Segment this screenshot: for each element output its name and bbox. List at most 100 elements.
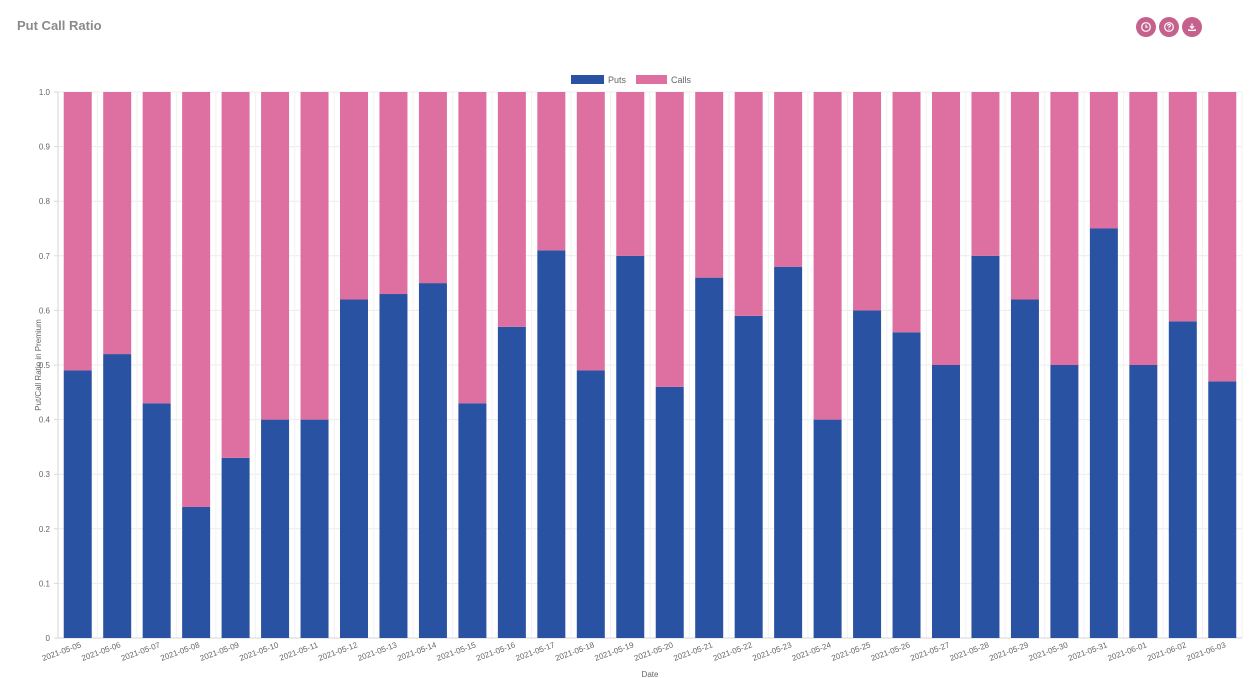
x-tick-label: 2021-05-09 xyxy=(199,640,241,663)
download-button[interactable] xyxy=(1182,17,1202,37)
bar-calls-2021-05-25 xyxy=(853,92,882,311)
y-tick-label: 0.3 xyxy=(39,470,51,479)
bar-puts-2021-05-24 xyxy=(813,419,842,638)
x-tick-label: 2021-05-20 xyxy=(633,640,675,663)
x-tick-label: 2021-05-24 xyxy=(791,640,833,663)
bar-calls-2021-06-01 xyxy=(1129,92,1158,365)
bar-calls-2021-05-15 xyxy=(458,92,487,404)
bar-calls-2021-05-08 xyxy=(182,92,211,507)
bar-calls-2021-05-12 xyxy=(340,92,368,300)
legend-label-calls: Calls xyxy=(671,75,692,85)
x-tick-label: 2021-05-14 xyxy=(396,640,438,663)
bar-puts-2021-05-10 xyxy=(261,419,290,638)
x-tick-label: 2021-05-27 xyxy=(909,640,951,663)
x-tick-label: 2021-05-22 xyxy=(712,640,754,663)
bar-puts-2021-05-20 xyxy=(655,386,684,638)
page-title: Put Call Ratio xyxy=(17,18,102,33)
bar-puts-2021-05-15 xyxy=(458,403,487,638)
bar-puts-2021-05-23 xyxy=(774,266,803,638)
y-axis-title: Put/Call Ratio in Premium xyxy=(34,319,43,411)
x-tick-label: 2021-06-03 xyxy=(1185,640,1227,663)
bar-puts-2021-05-29 xyxy=(1010,299,1039,638)
y-tick-label: 0.2 xyxy=(39,525,51,534)
y-tick-label: 0.8 xyxy=(39,197,51,206)
bar-calls-2021-05-18 xyxy=(576,92,605,371)
y-tick-label: 0 xyxy=(46,634,51,643)
x-tick-label: 2021-05-17 xyxy=(514,640,556,663)
clock-icon xyxy=(1141,22,1151,32)
x-tick-label: 2021-05-30 xyxy=(1028,640,1070,663)
bar-puts-2021-06-01 xyxy=(1129,365,1158,638)
bar-calls-2021-05-30 xyxy=(1050,92,1079,365)
bar-calls-2021-05-19 xyxy=(616,92,645,256)
bar-puts-2021-05-21 xyxy=(695,277,724,638)
bar-calls-2021-06-03 xyxy=(1208,92,1237,382)
x-tick-label: 2021-05-05 xyxy=(41,640,83,663)
y-tick-label: 0.9 xyxy=(39,143,51,152)
bar-puts-2021-05-07 xyxy=(142,403,171,638)
x-tick-label: 2021-05-12 xyxy=(317,640,359,663)
bar-calls-2021-05-26 xyxy=(892,92,921,333)
x-tick-label: 2021-05-31 xyxy=(1067,640,1109,663)
bar-puts-2021-05-17 xyxy=(537,250,566,638)
x-tick-label: 2021-05-11 xyxy=(278,640,319,662)
bar-puts-2021-05-31 xyxy=(1089,228,1118,638)
bar-calls-2021-05-13 xyxy=(379,92,408,295)
x-tick-label: 2021-05-13 xyxy=(357,640,399,663)
bar-puts-2021-05-05 xyxy=(63,370,92,638)
x-tick-label: 2021-05-25 xyxy=(830,640,872,663)
bar-calls-2021-05-07 xyxy=(142,92,171,404)
bar-calls-2021-05-06 xyxy=(103,92,132,355)
x-tick-label: 2021-05-28 xyxy=(949,640,991,663)
bar-calls-2021-05-10 xyxy=(261,92,290,420)
x-axis-title: Date xyxy=(642,670,659,678)
bar-puts-2021-05-08 xyxy=(182,506,211,638)
bar-puts-2021-05-30 xyxy=(1050,365,1079,638)
legend-swatch-puts xyxy=(571,75,604,84)
bar-puts-2021-05-27 xyxy=(932,365,960,638)
legend-swatch-calls xyxy=(636,75,667,84)
bar-puts-2021-05-13 xyxy=(379,294,408,638)
bar-calls-2021-06-02 xyxy=(1168,92,1197,322)
bar-calls-2021-05-20 xyxy=(655,92,684,387)
y-tick-label: 0.4 xyxy=(39,416,51,425)
bar-calls-2021-05-17 xyxy=(537,92,566,251)
x-tick-label: 2021-06-02 xyxy=(1146,640,1188,663)
bar-puts-2021-06-03 xyxy=(1208,381,1237,638)
bar-calls-2021-05-09 xyxy=(221,92,250,458)
bar-puts-2021-06-02 xyxy=(1168,321,1197,638)
bar-puts-2021-05-11 xyxy=(300,419,329,638)
x-tick-label: 2021-05-26 xyxy=(870,640,912,663)
help-button[interactable] xyxy=(1159,17,1179,37)
bar-puts-2021-05-06 xyxy=(103,354,132,638)
bar-puts-2021-05-18 xyxy=(576,370,605,638)
y-tick-label: 1.0 xyxy=(39,88,51,97)
bar-puts-2021-05-12 xyxy=(340,299,368,638)
bar-calls-2021-05-28 xyxy=(971,92,1000,256)
bar-puts-2021-05-19 xyxy=(616,255,645,639)
bar-calls-2021-05-24 xyxy=(813,92,842,420)
download-icon xyxy=(1188,23,1196,31)
bar-calls-2021-05-14 xyxy=(418,92,447,284)
x-tick-label: 2021-05-19 xyxy=(593,640,635,663)
bar-calls-2021-05-22 xyxy=(734,92,763,316)
help-icon xyxy=(1164,22,1174,32)
x-tick-label: 2021-05-16 xyxy=(475,640,517,663)
bar-calls-2021-05-29 xyxy=(1010,92,1039,300)
bar-calls-2021-05-23 xyxy=(774,92,803,267)
y-tick-label: 0.5 xyxy=(39,361,51,370)
bar-puts-2021-05-14 xyxy=(418,283,447,638)
bar-puts-2021-05-16 xyxy=(497,326,526,638)
bar-puts-2021-05-26 xyxy=(892,332,921,638)
x-tick-label: 2021-05-29 xyxy=(988,640,1030,663)
x-tick-label: 2021-05-07 xyxy=(120,640,162,663)
x-tick-label: 2021-05-15 xyxy=(436,640,478,663)
bar-calls-2021-05-16 xyxy=(497,92,526,327)
history-button[interactable] xyxy=(1136,17,1156,37)
x-tick-label: 2021-05-23 xyxy=(751,640,793,663)
bar-puts-2021-05-09 xyxy=(221,457,250,638)
bar-puts-2021-05-28 xyxy=(971,255,1000,639)
x-tick-label: 2021-05-08 xyxy=(159,640,201,663)
bar-puts-2021-05-22 xyxy=(734,315,763,638)
